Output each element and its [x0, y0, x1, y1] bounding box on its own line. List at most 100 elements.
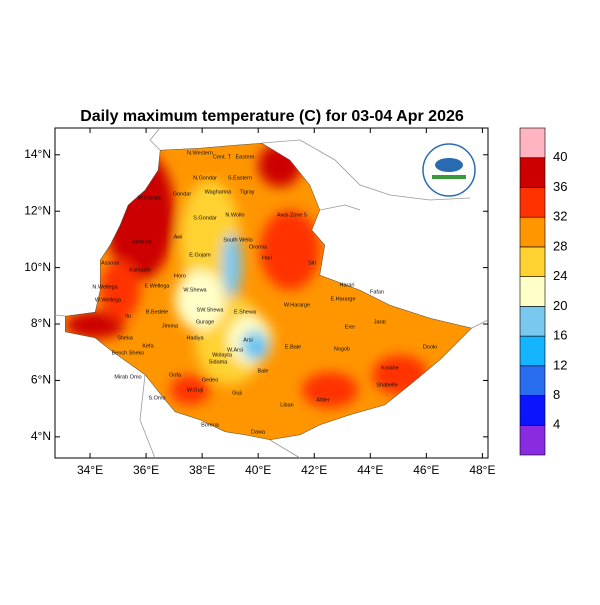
- region-label: N.Gondar: [193, 175, 217, 181]
- region-label: W.Hararge: [284, 302, 310, 308]
- region-label: Borena: [201, 422, 220, 428]
- colorbar-label: 24: [553, 268, 567, 283]
- region-label: Siti: [308, 260, 316, 266]
- region-label: Mirab Omo: [114, 374, 141, 380]
- region-label: Harari: [340, 282, 355, 288]
- region-label: Wolayta: [212, 352, 233, 358]
- region-label: South Wello: [223, 237, 253, 243]
- region-label: Awsi Zone 5: [277, 212, 307, 218]
- region-label: E.Gojam: [189, 252, 211, 258]
- colorbar-box: [519, 365, 546, 396]
- chart-title: Daily maximum temperature (C) for 03-04 …: [80, 108, 464, 125]
- region-label: Ilu: [125, 313, 131, 319]
- region-label: E.Hararge: [330, 296, 355, 302]
- region-label: Horo: [174, 273, 186, 279]
- region-label: E.Wellega: [145, 283, 171, 289]
- region-label: W.Wellega: [95, 297, 122, 303]
- colorbar-box: [519, 306, 546, 337]
- region-label: Arsi: [243, 337, 252, 343]
- x-tick-label: 42°E: [301, 463, 327, 477]
- y-tick-label: 8°N: [31, 316, 51, 330]
- y-tick-label: 10°N: [24, 260, 51, 274]
- region-label: Kefa: [142, 343, 154, 349]
- colorbar-label: 16: [553, 328, 567, 343]
- y-tick-label: 12°N: [24, 203, 51, 217]
- region-label: Liban: [280, 402, 293, 408]
- colorbar-label: 12: [553, 357, 567, 372]
- region-label: N.Wellega: [92, 284, 118, 290]
- region-label: Afder: [316, 397, 329, 403]
- region-label: Dawa: [251, 429, 266, 435]
- x-tick-label: 40°E: [245, 463, 271, 477]
- region-label: Metekel: [132, 239, 151, 245]
- region-label: Hari: [262, 255, 272, 261]
- colorbar-box: [519, 395, 546, 426]
- x-tick-label: 46°E: [413, 463, 439, 477]
- region-label: Sidama: [209, 359, 229, 365]
- colorbar-box: [519, 335, 546, 367]
- y-tick-label: 4°N: [31, 429, 51, 443]
- colorbar-box: [519, 127, 546, 159]
- colorbar-box: [519, 216, 546, 248]
- region-label: Tigray: [239, 189, 254, 195]
- region-label: W.Gondar: [138, 195, 163, 201]
- colorbar-label: 36: [553, 179, 567, 194]
- colorbar-label: 4: [553, 417, 560, 432]
- region-label: Gedeo: [202, 377, 219, 383]
- region-label: Waghamra: [205, 189, 233, 195]
- colorbar-box: [519, 276, 546, 307]
- x-tick-label: 34°E: [77, 463, 103, 477]
- region-label: Fafan: [370, 289, 384, 295]
- x-tick-label: 36°E: [133, 463, 159, 477]
- region-label: Jarar: [374, 319, 387, 325]
- x-tick-label: 48°E: [469, 463, 495, 477]
- region-label: Gurage: [196, 319, 214, 325]
- colorbar-label: 32: [553, 209, 567, 224]
- colorbar-label: 20: [553, 298, 567, 313]
- region-label: E.Bale: [285, 344, 301, 350]
- colorbar-box: [519, 424, 546, 456]
- region-label: E.Shewa: [234, 309, 257, 315]
- region-label: Assosa: [101, 260, 120, 266]
- region-label: Sheka: [117, 335, 134, 341]
- region-label: Cent. T: [213, 154, 232, 160]
- region-label: W.Guji: [187, 387, 203, 393]
- y-tick-label: 14°N: [24, 147, 51, 161]
- colorbar-box: [519, 187, 546, 218]
- x-tick-label: 38°E: [189, 463, 215, 477]
- region-label: Oromia: [249, 244, 268, 250]
- region-label: Nogob: [334, 346, 350, 352]
- region-label: Jimma: [162, 323, 179, 329]
- region-label: W.Arsi: [227, 347, 243, 353]
- region-label: S.Gondar: [193, 215, 217, 221]
- country-borders: [54, 127, 489, 459]
- region-label: Bench Sheko: [112, 350, 145, 356]
- region-label: Shabelle: [376, 382, 397, 388]
- colorbar-box: [519, 157, 546, 188]
- region-label: Guji: [232, 390, 242, 396]
- region-label: Gofa: [169, 372, 182, 378]
- region-label: B.Bedele: [146, 309, 168, 315]
- region-label: Gondar: [173, 191, 192, 197]
- region-label: Doolo: [423, 344, 437, 350]
- colorbar-label: 28: [553, 238, 567, 253]
- x-tick-label: 44°E: [357, 463, 383, 477]
- region-label: S.Omo: [148, 395, 165, 401]
- colorbar-box: [519, 246, 546, 277]
- region-label: S.Eastern: [228, 175, 252, 181]
- region-label: Eastern: [236, 154, 255, 160]
- region-label: N.Western: [187, 150, 213, 156]
- region-label: N.Wollo: [225, 212, 244, 218]
- logo: [422, 143, 476, 197]
- region-label: Awi: [174, 234, 183, 240]
- region-label: Bale: [257, 368, 268, 374]
- colorbar-label: 40: [553, 149, 567, 164]
- colorbar-label: 8: [553, 387, 560, 402]
- y-tick-label: 6°N: [31, 373, 51, 387]
- region-label: SW.Shewa: [197, 307, 225, 313]
- region-label: Hadiya: [186, 335, 204, 341]
- region-label: Kamashi: [129, 267, 150, 273]
- region-label: Erer: [345, 324, 356, 330]
